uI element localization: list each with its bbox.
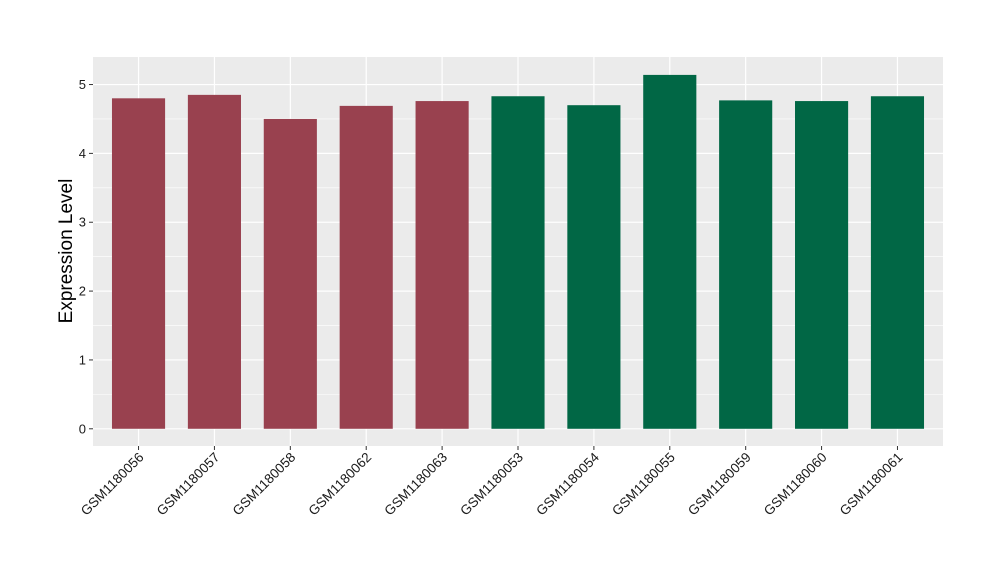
- x-tick-label: GSM1180060: [761, 450, 830, 519]
- bar-GSM1180053: [491, 96, 545, 429]
- bar-GSM1180055: [643, 74, 697, 429]
- bar-GSM1180061: [870, 96, 925, 429]
- x-axis: GSM1180056 GSM1180057 GSM1180058 GSM1180062…: [78, 446, 906, 518]
- bar-GSM1180062: [339, 105, 393, 429]
- y-tick-label: 2: [79, 284, 86, 299]
- bar-GSM1180059: [719, 100, 773, 429]
- x-tick-label: GSM1180063: [381, 450, 450, 519]
- y-tick-label: 4: [79, 146, 86, 161]
- bar-GSM1180054: [567, 105, 621, 429]
- y-tick-label: 0: [79, 421, 86, 436]
- y-axis-label: Expression Level: [56, 179, 77, 324]
- bar-GSM1180058: [263, 118, 317, 429]
- x-tick-label: GSM1180056: [78, 450, 147, 519]
- y-tick-label: 5: [79, 77, 86, 92]
- x-tick-label: GSM1180062: [306, 450, 375, 519]
- y-axis: 0 1 2 3 4 5: [79, 77, 93, 436]
- x-tick-label: GSM1180059: [685, 450, 754, 519]
- x-tick-label: GSM1180061: [837, 450, 906, 519]
- x-tick-label: GSM1180053: [457, 450, 526, 519]
- x-tick-label: GSM1180058: [230, 450, 299, 519]
- x-tick-label: GSM1180057: [154, 450, 223, 519]
- bar-GSM1180060: [795, 101, 849, 429]
- bars: [111, 74, 925, 429]
- bar-GSM1180056: [111, 98, 166, 429]
- bar-GSM1180057: [187, 94, 241, 429]
- y-tick-label: 1: [79, 352, 86, 367]
- y-tick-label: 3: [79, 215, 86, 230]
- x-tick-label: GSM1180054: [533, 449, 602, 518]
- bar-GSM1180063: [415, 101, 469, 429]
- x-tick-label: GSM1180055: [609, 450, 678, 519]
